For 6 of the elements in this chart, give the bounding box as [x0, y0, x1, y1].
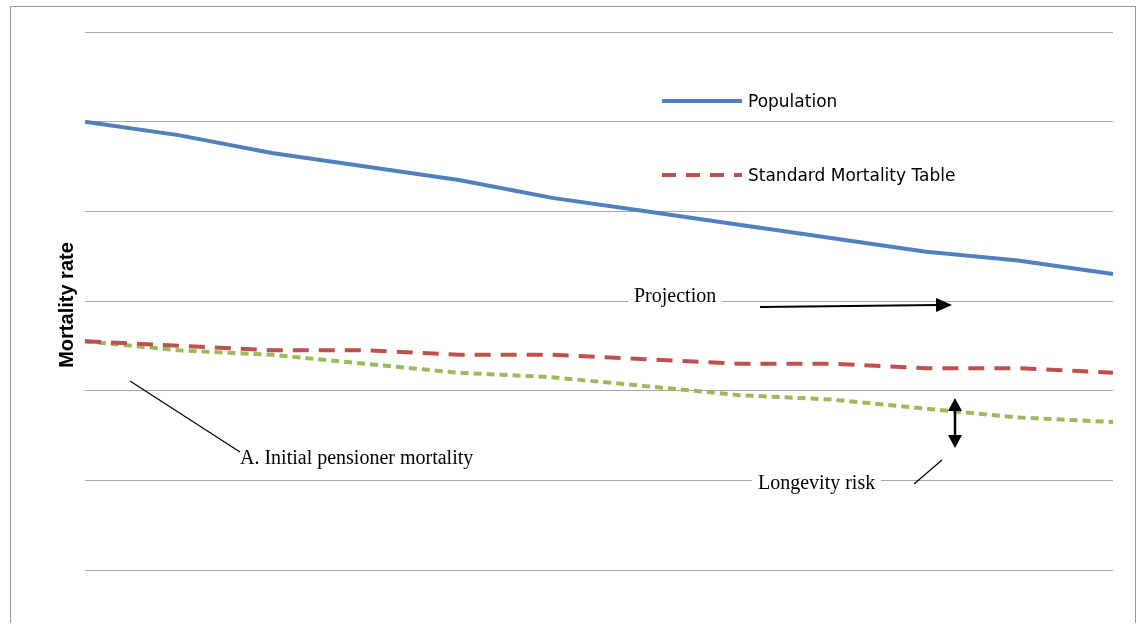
- legend-label: Standard Mortality Table: [748, 165, 956, 185]
- legend-label: Population: [748, 91, 838, 111]
- annotation: Longevity risk: [752, 471, 882, 494]
- y-axis-title: Mortality rate: [54, 242, 78, 368]
- annotation: A. Initial pensioner mortality: [234, 446, 480, 469]
- annotation: Projection: [628, 284, 723, 307]
